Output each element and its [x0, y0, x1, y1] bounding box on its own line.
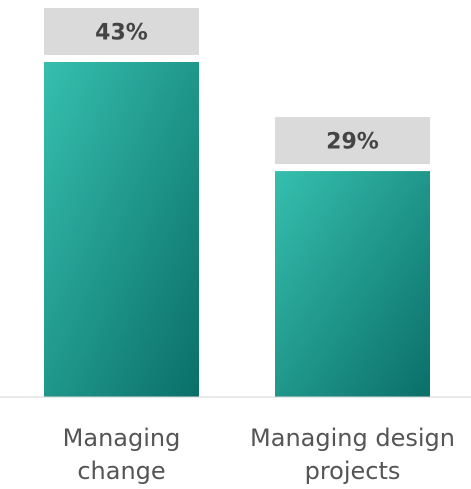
category-label-1-line-1: Managing: [63, 424, 181, 452]
bars: 43% 29%: [44, 8, 430, 397]
data-label-box-1: [44, 8, 199, 55]
data-label-box-2: [275, 117, 430, 165]
bar-1: [44, 62, 199, 397]
category-label-2-line-1: Managing design: [250, 424, 455, 452]
data-label-1: 43%: [95, 21, 148, 46]
category-labels: Managing change Managing design projects: [63, 424, 455, 485]
data-label-2: 29%: [326, 130, 379, 155]
bar-2: [275, 171, 430, 397]
category-label-2-line-2: projects: [305, 457, 401, 485]
category-label-1-line-2: change: [77, 457, 165, 485]
